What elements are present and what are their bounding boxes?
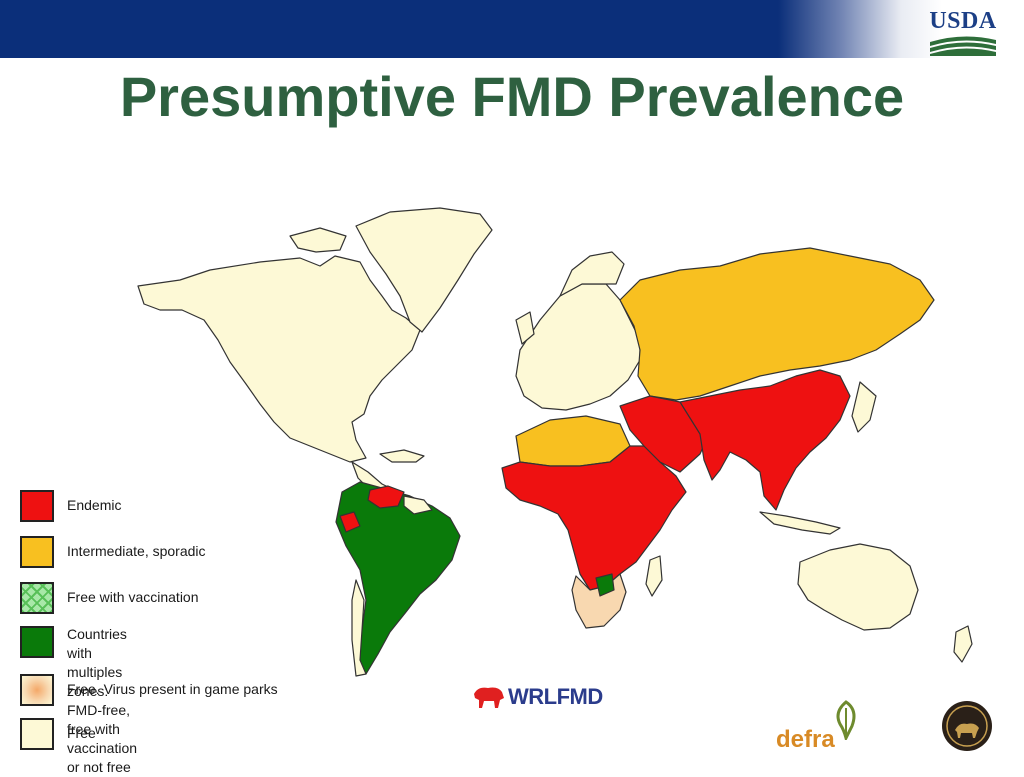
region-south-africa-zone: [595, 573, 615, 597]
buffalo-icon: [474, 687, 504, 708]
usda-logo-text: USDA: [929, 8, 997, 34]
region-madagascar: [645, 555, 663, 597]
legend-label-endemic: Endemic: [67, 497, 122, 513]
region-venezuela: [367, 485, 405, 509]
region-north-america: [137, 255, 421, 463]
defra-logo-text: defra: [776, 726, 835, 753]
usda-logo: USDA: [926, 8, 1000, 58]
region-guianas: [403, 495, 433, 515]
region-indonesia: [759, 511, 841, 535]
wrlfmd-logo: WRLFMD: [472, 684, 603, 710]
region-japan: [851, 381, 877, 433]
region-arctic-islands: [289, 227, 347, 253]
world-map: [137, 207, 973, 677]
page-title: Presumptive FMD Prevalence: [119, 65, 905, 128]
legend-swatch-multiple-zones: [20, 626, 54, 658]
legend-label-multiple-zones: Countries with multiples zones: FMD-free…: [67, 626, 138, 775]
region-chile: [351, 579, 367, 677]
region-africa: [501, 445, 687, 591]
header-band: [0, 0, 1024, 58]
region-ecuador: [339, 511, 361, 533]
legend-swatch-endemic: [20, 490, 54, 522]
legend-label-free: Free: [67, 725, 96, 741]
institute-seal-icon: [942, 701, 992, 751]
legend-label-game-parks: Free. Virus present in game parks: [67, 681, 278, 697]
wrlfmd-logo-text: WRLFMD: [508, 684, 603, 709]
region-north-africa: [515, 415, 631, 467]
legend-swatch-free: [20, 718, 54, 750]
leaf-icon: [836, 700, 856, 740]
usda-swoosh-icon: [930, 36, 996, 56]
legend-swatch-free-vaccination: [20, 582, 54, 614]
legend-label-intermediate: Intermediate, sporadic: [67, 543, 206, 559]
legend-label-free-vaccination: Free with vaccination: [67, 589, 199, 605]
region-russia: [619, 247, 935, 401]
region-uk: [515, 311, 535, 345]
legend-swatch-game-parks: [20, 674, 54, 706]
region-australia: [797, 543, 919, 631]
region-new-zealand: [953, 625, 973, 663]
region-caribbean: [379, 449, 425, 463]
region-scandinavia: [559, 251, 625, 297]
defra-logo: defra: [776, 700, 866, 756]
region-south-asia: [679, 369, 851, 511]
region-greenland: [355, 207, 493, 333]
legend-swatch-intermediate: [20, 536, 54, 568]
